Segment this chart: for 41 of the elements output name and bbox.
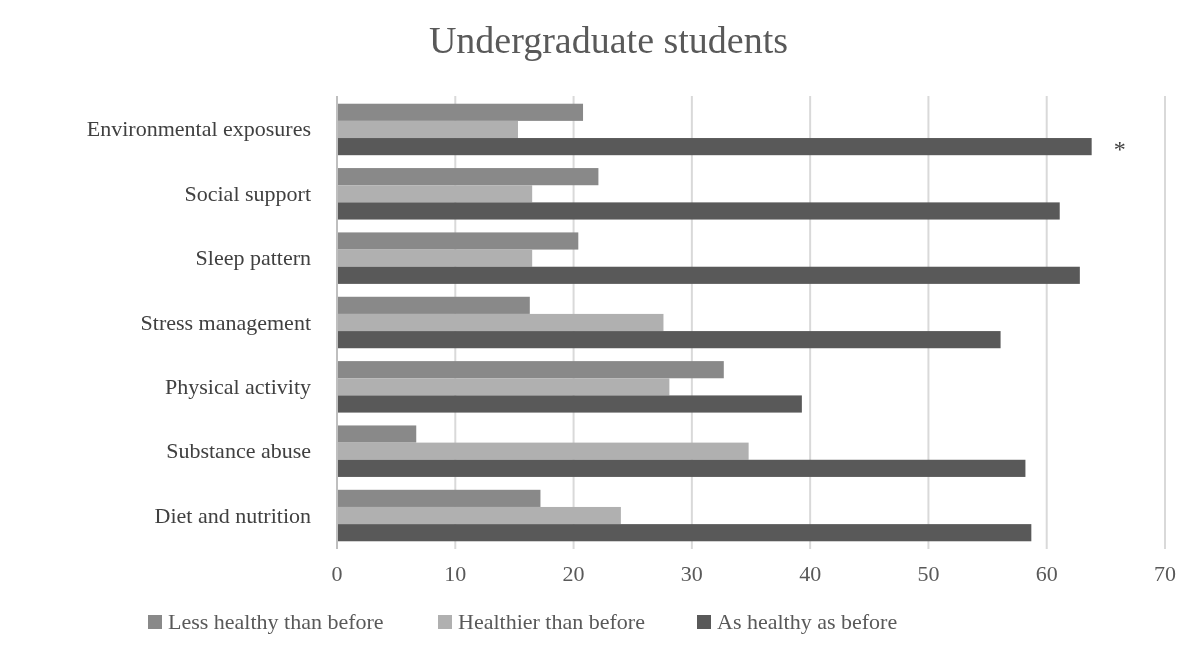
- bar: [337, 249, 533, 267]
- y-tick-label: Diet and nutrition: [154, 502, 311, 528]
- y-tick-label: Physical activity: [164, 373, 311, 399]
- x-tick-label: 30: [680, 561, 703, 586]
- bar: [337, 168, 599, 186]
- x-tick-label: 0: [331, 561, 343, 586]
- y-tick-label: Stress management: [140, 309, 311, 335]
- bar: [337, 296, 530, 314]
- bar: [337, 266, 1080, 284]
- annotation: *: [1113, 135, 1126, 162]
- bar: [337, 459, 1026, 477]
- bar: [337, 425, 417, 443]
- y-tick-label: Social support: [184, 180, 311, 206]
- y-tick-label: Sleep pattern: [195, 245, 311, 271]
- bar: [337, 103, 584, 121]
- bar: [337, 489, 541, 507]
- x-tick-label: 40: [799, 561, 822, 586]
- bar: [337, 202, 1060, 220]
- bar: [337, 138, 1092, 156]
- bar: [337, 378, 670, 396]
- legend-label: Less healthy than before: [168, 609, 384, 634]
- x-tick-label: 70: [1154, 561, 1176, 586]
- bar: [337, 361, 724, 379]
- bar: [337, 524, 1032, 542]
- bar: [337, 331, 1001, 349]
- bar: [337, 232, 579, 250]
- bar: [337, 442, 749, 460]
- chart-title: Undergraduate students: [428, 19, 789, 61]
- x-tick-label: 50: [917, 561, 940, 586]
- bar: [337, 120, 518, 139]
- y-tick-label: Substance abuse: [166, 438, 311, 464]
- legend-label: As healthy as before: [717, 609, 898, 634]
- bar: [337, 313, 664, 332]
- bar: [337, 185, 533, 203]
- legend-label: Healthier than before: [458, 609, 645, 634]
- x-tick-label: 20: [562, 561, 585, 586]
- y-tick-label: Environmental exposures: [86, 116, 311, 142]
- bar: [337, 506, 621, 525]
- x-tick-label: 60: [1035, 561, 1058, 586]
- x-tick-label: 10: [444, 561, 467, 586]
- bar: [337, 395, 802, 413]
